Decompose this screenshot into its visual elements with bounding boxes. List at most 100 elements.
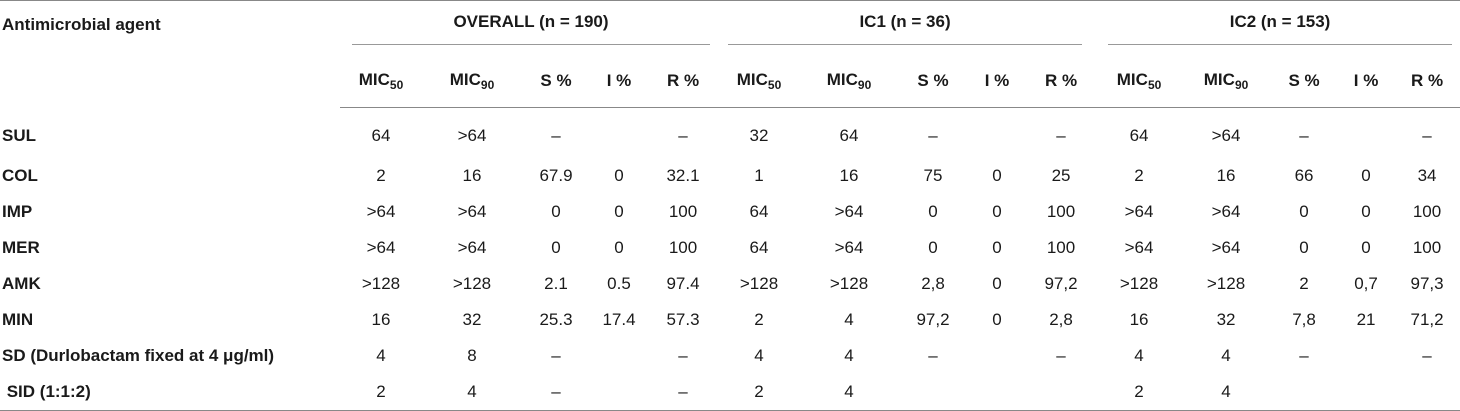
value-cell [590,338,648,374]
value-cell: 32.1 [666,166,700,185]
value-cell: 2 [376,166,386,185]
value-cell: 4 [1134,346,1144,365]
value-cell: 0 [992,166,1002,185]
group-header-ic2-label: IC2 (n = 153) [1108,8,1453,45]
value-cell: 16 [1129,310,1149,329]
value-cell: 0 [614,166,624,185]
col-header-mic50: MIC50 [1096,51,1183,108]
table-row: SD (Durlobactam fixed at 4 μg/ml) 4 8 – – 4 4 –… [0,338,1460,374]
value-cell: 0 [1299,238,1309,257]
value-cell: >64 [1211,202,1241,221]
value-cell [968,374,1027,411]
value-cell: 2 [1096,374,1183,411]
agent-cell: MIN [2,310,34,329]
col-header-mic90-text: MIC [826,70,858,89]
value-cell: – [928,346,938,365]
value-cell: – [1422,346,1432,365]
value-cell: – [1422,126,1432,145]
value-cell: >128 [1206,274,1246,293]
col-header-mic90-text: MIC [449,70,481,89]
value-cell: 32 [462,310,482,329]
agent-column-header: Antimicrobial agent [0,0,340,108]
value-cell: 2 [1299,274,1309,293]
value-cell: 4 [844,310,854,329]
value-cell: 16 [839,166,859,185]
agent-cell: COL [2,166,38,185]
value-cell: 32 [749,126,769,145]
group-header-overall-label: OVERALL (n = 190) [352,8,711,45]
value-cell: 97,3 [1410,274,1444,293]
value-cell: 4 [844,346,854,365]
value-cell: 71,2 [1410,310,1444,329]
value-cell: 32 [1216,310,1236,329]
col-header-mic90-sub: 90 [1234,78,1249,92]
col-header-s: S % [1270,51,1339,108]
value-cell: >64 [457,202,487,221]
value-cell: – [1299,126,1309,145]
value-cell [1338,108,1394,159]
value-cell: – [678,126,688,145]
value-cell: 0 [992,310,1002,329]
table-row: COL 2 16 67.9 0 32.1 1 16 75 0 25 2 16 66 0 34 [0,158,1460,194]
value-cell: 2 [754,310,764,329]
col-header-mic50-text: MIC [736,70,768,89]
value-cell: 0 [551,202,561,221]
value-cell: >64 [366,202,396,221]
value-cell: 64 [1129,126,1149,145]
value-cell: – [1299,346,1309,365]
column-header-row: MIC50 MIC90 S % I % R % MIC50 MIC90 S % … [0,51,1460,108]
value-cell: – [678,346,688,365]
value-cell: 0.5 [607,274,631,293]
value-cell: 97.4 [666,274,700,293]
group-header-overall: OVERALL (n = 190) [340,0,719,51]
value-cell: 0,7 [1354,274,1378,293]
value-cell: – [522,374,590,411]
value-cell: 2,8 [1049,310,1073,329]
value-cell: >128 [1119,274,1159,293]
value-cell: 0 [1299,202,1309,221]
col-header-mic90: MIC90 [800,51,899,108]
value-cell [968,108,1026,159]
value-cell: 64 [371,126,391,145]
value-cell: 0 [992,238,1002,257]
value-cell: >64 [834,202,864,221]
value-cell: 4 [800,374,899,411]
value-cell [1026,374,1097,411]
value-cell: >64 [457,238,487,257]
value-cell: 100 [668,238,698,257]
col-header-mic50-sub: 50 [389,78,404,92]
col-header-i: I % [590,51,648,108]
value-cell: 0 [614,202,624,221]
group-header-ic1: IC1 (n = 36) [718,0,1097,51]
group-header-ic2: IC2 (n = 153) [1096,0,1460,51]
value-cell: 64 [839,126,859,145]
value-cell: 25.3 [539,310,573,329]
value-cell: – [1056,346,1066,365]
col-header-mic50-sub: 50 [1147,78,1162,92]
value-cell: – [928,126,938,145]
value-cell: >64 [1124,238,1154,257]
table-row: SUL 64 >64 – – 32 64 – – 64 >64 – – [0,108,1460,159]
value-cell: 0 [1361,202,1371,221]
value-cell: >128 [829,274,869,293]
value-cell: >64 [1211,238,1241,257]
value-cell: 64 [749,202,769,221]
table-row: IMP >64 >64 0 0 100 64 >64 0 0 100 >64 >64 0 0 100 [0,194,1460,230]
value-cell: 0 [992,202,1002,221]
value-cell: 0 [614,238,624,257]
value-cell: 21 [1356,310,1376,329]
agent-cell: AMK [2,274,41,293]
value-cell: 17.4 [602,310,636,329]
table-row: AMK >128 >128 2.1 0.5 97.4 >128 >128 2,8 0 97,2 >12… [0,266,1460,302]
col-header-i: I % [1338,51,1395,108]
value-cell: 1 [754,166,764,185]
value-cell: 2 [340,374,422,411]
value-cell: 4 [422,374,522,411]
value-cell: 4 [1221,346,1231,365]
value-cell: 4 [376,346,386,365]
value-cell: 97,2 [916,310,950,329]
col-header-mic50: MIC50 [718,51,801,108]
agent-cell: IMP [2,202,33,221]
value-cell: 64 [749,238,769,257]
